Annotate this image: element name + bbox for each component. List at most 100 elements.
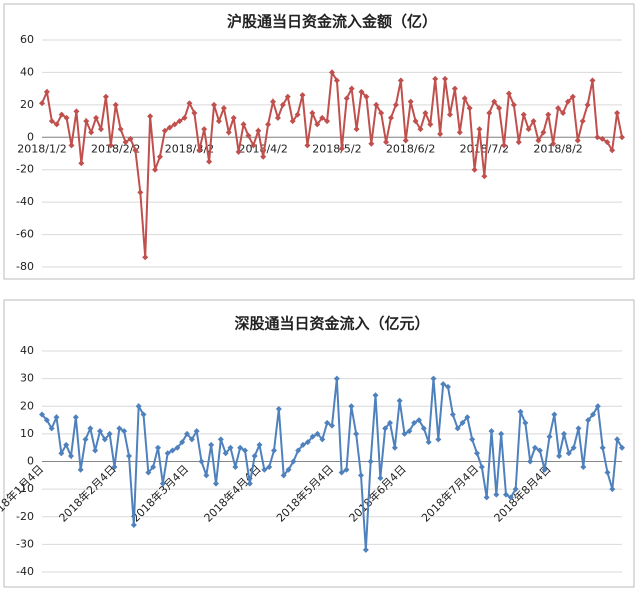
y-tick-label: 40 bbox=[20, 65, 34, 78]
data-point bbox=[406, 428, 413, 435]
data-point bbox=[289, 118, 296, 125]
data-point bbox=[152, 166, 159, 173]
y-tick-label: -60 bbox=[16, 228, 34, 241]
data-point bbox=[147, 113, 154, 120]
data-point bbox=[493, 491, 500, 498]
data-point bbox=[150, 464, 157, 471]
data-point bbox=[535, 137, 542, 144]
data-point bbox=[609, 147, 616, 154]
data-point bbox=[304, 142, 311, 149]
data-point bbox=[440, 381, 447, 388]
chart-title: 沪股通当日资金流入金额（亿） bbox=[227, 13, 437, 31]
y-tick-label: -30 bbox=[16, 537, 34, 550]
data-point bbox=[256, 441, 263, 448]
data-point bbox=[478, 464, 485, 471]
data-point bbox=[437, 131, 444, 138]
data-point bbox=[237, 444, 244, 451]
data-point bbox=[411, 419, 418, 426]
data-point bbox=[560, 109, 567, 116]
data-point bbox=[245, 132, 252, 139]
x-tick-label: 2018/8/2 bbox=[533, 142, 582, 155]
data-point bbox=[507, 494, 514, 501]
data-point bbox=[435, 436, 442, 443]
data-point bbox=[159, 480, 166, 487]
data-point bbox=[599, 135, 606, 142]
x-tick-label: 2018/7/2 bbox=[460, 142, 509, 155]
data-point bbox=[309, 109, 316, 116]
data-point bbox=[589, 77, 596, 84]
data-point bbox=[541, 466, 548, 473]
data-point bbox=[574, 137, 581, 144]
data-point bbox=[324, 419, 331, 426]
data-point bbox=[290, 458, 297, 465]
data-point bbox=[201, 126, 208, 133]
data-point bbox=[397, 77, 404, 84]
data-point bbox=[498, 430, 505, 437]
data-point bbox=[396, 397, 403, 404]
data-point bbox=[270, 98, 277, 105]
data-point bbox=[230, 114, 237, 121]
x-tick-label: 2018/5/2 bbox=[312, 142, 361, 155]
data-point bbox=[333, 77, 340, 84]
data-point bbox=[338, 145, 345, 152]
data-point bbox=[279, 101, 286, 108]
data-point bbox=[446, 111, 453, 118]
data-point bbox=[619, 444, 625, 451]
data-point bbox=[260, 153, 267, 160]
data-point bbox=[536, 447, 543, 454]
data-point bbox=[476, 126, 483, 133]
x-tick-label: 2018/1/2 bbox=[17, 142, 66, 155]
data-point bbox=[525, 126, 532, 133]
data-point bbox=[564, 98, 571, 105]
data-point bbox=[179, 439, 186, 446]
data-point bbox=[225, 129, 232, 136]
data-point bbox=[561, 430, 567, 437]
data-point bbox=[430, 375, 437, 382]
data-point bbox=[191, 109, 198, 116]
data-point bbox=[43, 88, 50, 95]
data-point bbox=[491, 98, 498, 105]
data-point bbox=[609, 486, 616, 493]
data-point bbox=[246, 480, 253, 487]
data-point bbox=[324, 118, 331, 125]
data-point bbox=[106, 430, 113, 437]
chart-frame bbox=[3, 3, 635, 280]
data-point bbox=[48, 118, 55, 125]
data-point bbox=[280, 472, 287, 479]
data-point bbox=[540, 129, 547, 136]
data-point bbox=[319, 436, 326, 443]
data-point bbox=[481, 173, 488, 180]
chart-frame bbox=[3, 299, 635, 588]
data-point bbox=[420, 425, 427, 432]
data-point bbox=[117, 126, 124, 133]
x-tick-label: 2018/3/2 bbox=[165, 142, 214, 155]
data-point bbox=[401, 430, 408, 437]
data-point bbox=[127, 135, 134, 142]
data-point bbox=[464, 414, 471, 421]
data-point bbox=[585, 417, 592, 424]
data-point bbox=[304, 439, 311, 446]
data-point bbox=[604, 469, 611, 476]
data-point bbox=[510, 101, 517, 108]
data-point bbox=[486, 109, 493, 116]
data-point bbox=[88, 129, 95, 136]
data-point bbox=[412, 118, 419, 125]
data-point bbox=[300, 441, 306, 448]
data-point bbox=[48, 425, 55, 432]
data-point bbox=[466, 105, 473, 112]
data-point bbox=[294, 111, 301, 118]
data-point bbox=[92, 447, 99, 454]
data-point bbox=[459, 419, 466, 426]
data-point bbox=[532, 444, 538, 451]
data-point bbox=[599, 444, 606, 451]
y-tick-label: 10 bbox=[20, 427, 34, 440]
data-point bbox=[416, 417, 422, 424]
data-point bbox=[619, 134, 625, 141]
data-point bbox=[333, 375, 340, 382]
data-point bbox=[314, 121, 321, 128]
data-point bbox=[58, 111, 65, 118]
data-point bbox=[378, 109, 385, 116]
data-point bbox=[550, 140, 557, 147]
data-point bbox=[575, 425, 582, 432]
y-tick-label: -10 bbox=[16, 482, 34, 495]
